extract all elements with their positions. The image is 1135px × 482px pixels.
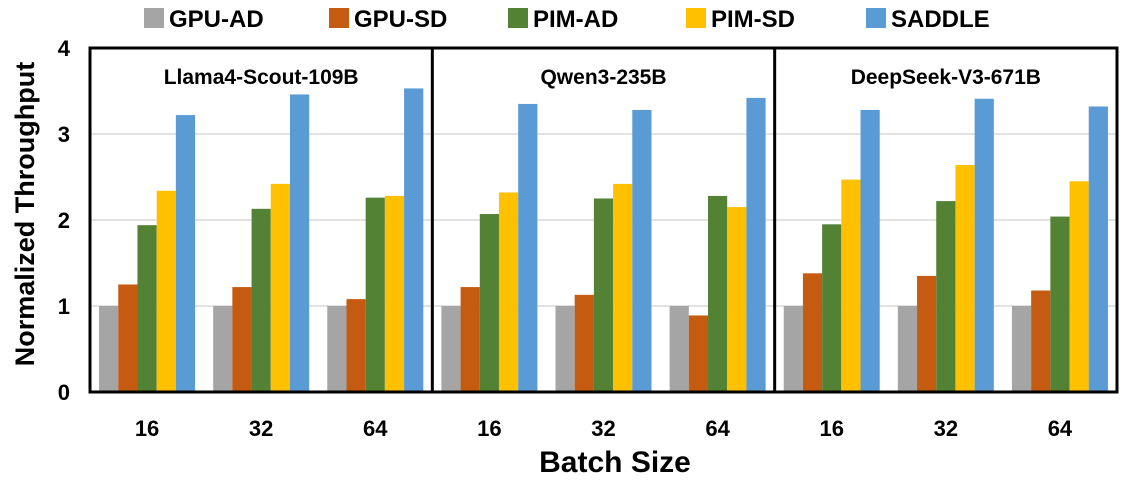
x-tick-label: 32 (591, 416, 615, 441)
bar-gpu-sd-32 (232, 287, 252, 392)
bar-pim-ad-64 (1050, 216, 1070, 392)
y-tick-label: 1 (58, 294, 70, 319)
x-tick-labels: 16 32 64 16 32 64 16 32 64 (135, 416, 1073, 441)
bar-pim-sd-64 (384, 195, 405, 392)
x-tick-label: 32 (934, 416, 958, 441)
panel-title: Qwen3-235B (540, 66, 666, 89)
panel-titles: Llama4-Scout-109B Qwen3-235B DeepSeek-V3-6… (164, 66, 1041, 89)
bar-pim-sd-64 (727, 207, 747, 392)
legend-label-saddle: SADDLE (891, 6, 990, 33)
bar-saddle-16 (175, 115, 196, 392)
panel-title: DeepSeek-V3-671B (851, 66, 1041, 89)
bar-gpu-sd-16 (118, 284, 138, 392)
x-tick-label: 16 (477, 416, 501, 441)
bar-saddle-64 (746, 97, 766, 392)
bar-gpu-ad-32 (897, 306, 918, 392)
bar-pim-ad-64 (365, 197, 385, 392)
legend-swatch-pim-sd (686, 8, 706, 28)
bar-pim-sd-16 (841, 179, 861, 392)
y-tick-labels: 0 1 2 3 4 (58, 36, 71, 405)
bar-gpu-sd-16 (460, 287, 480, 392)
legend-label-gpu-sd: GPU-SD (354, 6, 447, 33)
x-tick-label: 64 (705, 416, 730, 441)
x-tick-label: 64 (363, 416, 388, 441)
bar-saddle-64 (1088, 106, 1108, 392)
bar-pim-ad-32 (936, 201, 956, 392)
legend-label-pim-ad: PIM-AD (533, 6, 618, 33)
legend-swatch-pim-ad (508, 8, 528, 28)
bar-saddle-32 (974, 98, 994, 393)
bar-gpu-sd-16 (802, 273, 823, 392)
bar-pim-sd-32 (270, 183, 290, 392)
bar-saddle-32 (289, 94, 310, 392)
legend-swatch-saddle (866, 8, 886, 28)
bar-pim-ad-64 (708, 195, 728, 392)
y-tick-label: 4 (58, 36, 71, 61)
y-tick-label: 2 (58, 208, 70, 233)
x-axis-label: Batch Size (539, 446, 691, 479)
bar-saddle-32 (632, 109, 652, 393)
legend: GPU-AD GPU-SD PIM-AD PIM-SD SADDLE (144, 6, 990, 33)
bar-gpu-sd-64 (1031, 290, 1051, 392)
x-tick-label: 64 (1048, 416, 1073, 441)
y-axis-label: Normalized Throughput (10, 62, 40, 366)
panel-frames (88, 46, 1119, 394)
plot-frame (88, 46, 1119, 394)
legend-label-gpu-ad: GPU-AD (169, 6, 264, 33)
legend-label-pim-sd: PIM-SD (711, 6, 795, 33)
bar-pim-sd-64 (1069, 181, 1089, 392)
bar-pim-ad-16 (822, 224, 842, 392)
bar-gpu-sd-32 (574, 294, 594, 392)
bar-pim-ad-16 (137, 225, 157, 392)
bar-saddle-64 (404, 88, 424, 393)
bar-pim-ad-32 (593, 198, 614, 392)
x-tick-label: 32 (249, 416, 273, 441)
bar-pim-ad-32 (251, 208, 271, 392)
bar-pim-sd-16 (498, 192, 519, 392)
panel-title: Llama4-Scout-109B (164, 66, 359, 89)
bar-saddle-16 (518, 103, 538, 393)
bar-gpu-ad-32 (555, 306, 575, 392)
bar-gpu-sd-64 (346, 299, 366, 392)
bar-gpu-ad-64 (327, 306, 347, 392)
legend-swatch-gpu-sd (329, 8, 349, 28)
bars (99, 88, 1108, 393)
y-tick-label: 0 (58, 380, 70, 405)
bar-gpu-ad-16 (441, 306, 461, 392)
x-tick-label: 16 (135, 416, 159, 441)
bar-gpu-sd-64 (688, 315, 709, 392)
legend-swatch-gpu-ad (144, 8, 164, 28)
bar-gpu-ad-16 (783, 306, 803, 392)
bar-pim-sd-32 (955, 164, 975, 392)
bar-gpu-ad-64 (1011, 306, 1032, 392)
y-tick-label: 3 (58, 122, 70, 147)
bar-gpu-sd-32 (917, 275, 937, 392)
bar-gpu-ad-64 (669, 306, 689, 392)
bar-pim-ad-16 (479, 213, 499, 392)
x-tick-label: 16 (819, 416, 843, 441)
bar-saddle-16 (860, 109, 880, 393)
bar-gpu-ad-16 (99, 306, 119, 392)
bar-pim-sd-32 (613, 183, 633, 392)
bar-gpu-ad-32 (213, 306, 233, 392)
bar-pim-sd-16 (156, 190, 176, 392)
